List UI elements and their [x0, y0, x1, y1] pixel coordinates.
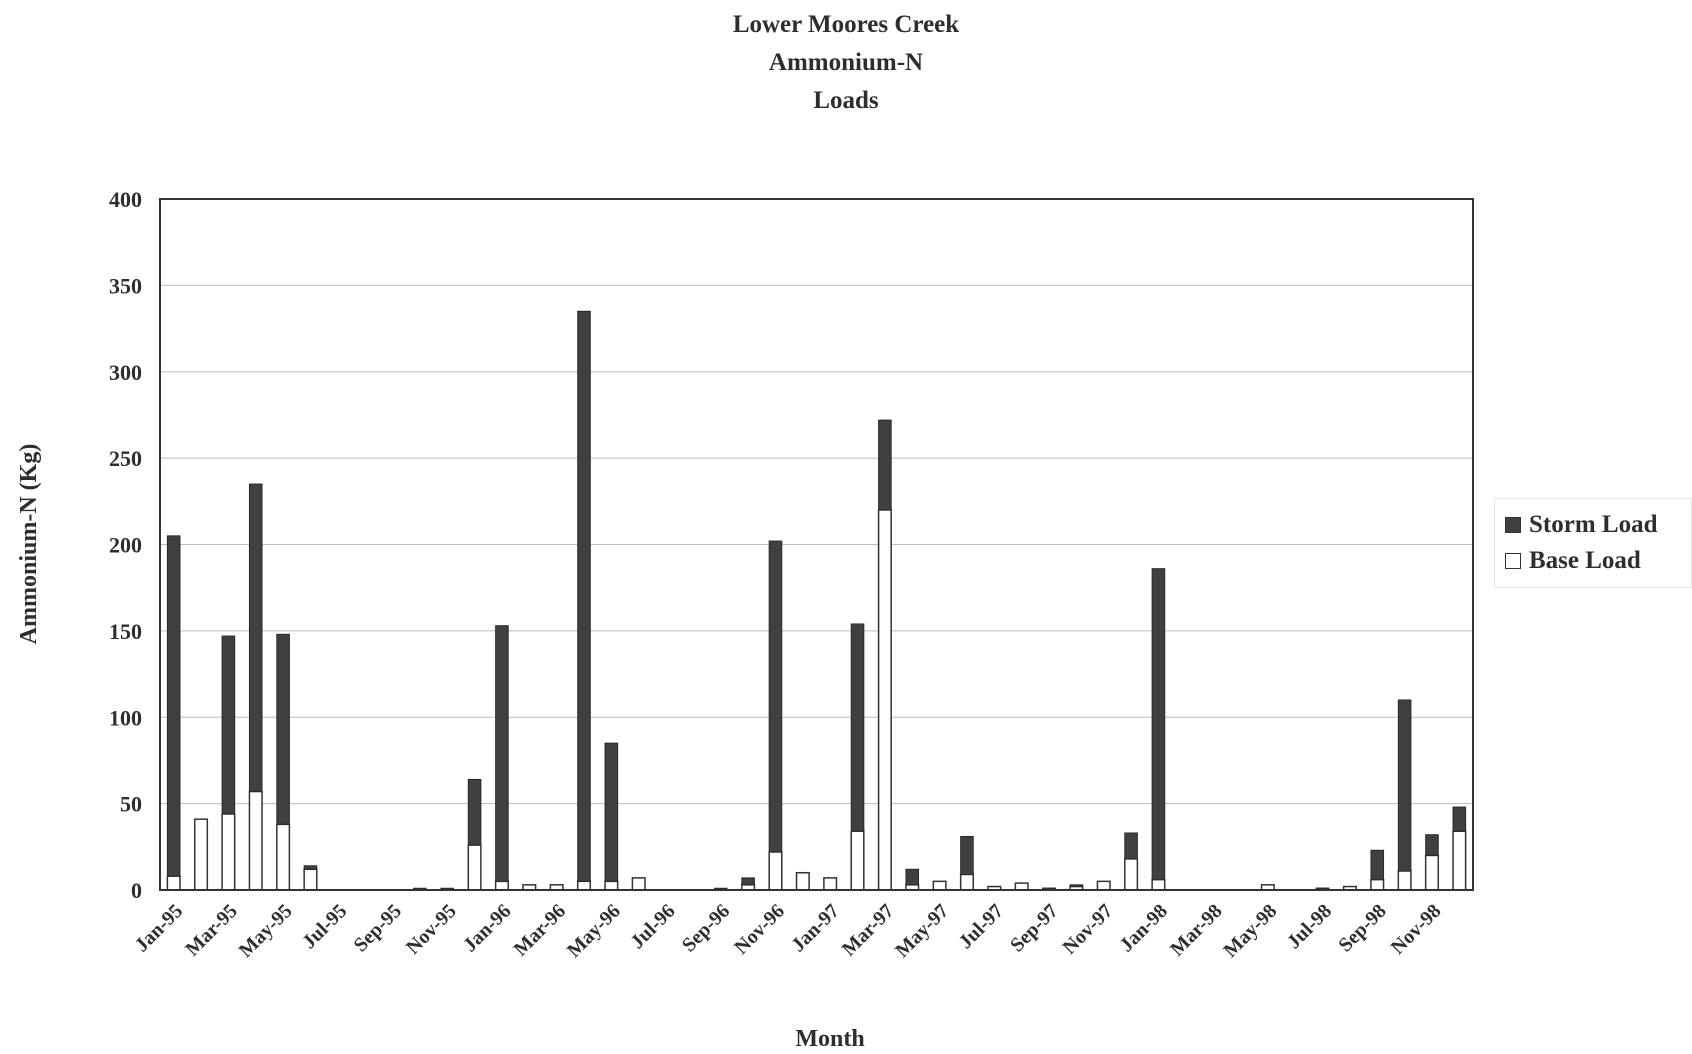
legend-label-storm-load: Storm Load: [1529, 511, 1658, 538]
x-tick-label: May-97: [891, 900, 953, 962]
bar-storm-load: [604, 742, 619, 882]
chart-title-line-3: Loads: [813, 87, 879, 114]
bar-base-load: [221, 813, 236, 891]
x-tick-label: May-96: [563, 900, 625, 962]
bar-base-load: [193, 818, 209, 891]
chart-title: Lower Moores Creek Ammonium-N Loads: [0, 6, 1692, 120]
storm-load-swatch-icon: [1505, 517, 1521, 533]
bar-storm-load: [467, 778, 482, 846]
bar-base-load: [1124, 858, 1139, 891]
x-tick-label: Nov-97: [1058, 900, 1117, 959]
bar-storm-load: [1124, 832, 1138, 860]
bar-storm-load: [1069, 884, 1084, 888]
x-tick-label: Jan-98: [1116, 900, 1172, 956]
bar-storm-load: [1425, 834, 1439, 856]
y-tick-label: 100: [109, 705, 142, 730]
bar-storm-load: [905, 868, 920, 886]
bar-base-load: [276, 823, 291, 891]
x-tick-label: Mar-97: [838, 900, 899, 961]
x-tick-label: Nov-96: [730, 900, 789, 959]
y-tick-label: 0: [131, 878, 142, 903]
x-tick-label: May-95: [235, 900, 297, 962]
x-tick-label: Jul-97: [955, 900, 1008, 953]
x-tick-label: Jul-95: [298, 900, 351, 953]
legend-item-base-load: Base Load: [1505, 546, 1641, 576]
x-tick-label: Jan-97: [787, 900, 843, 956]
y-tick-label: 150: [109, 619, 142, 644]
bar-storm-load: [495, 625, 509, 882]
x-tick-label: Sep-96: [678, 900, 734, 956]
bar-storm-load: [878, 419, 892, 511]
legend: Storm Load Base Load: [1494, 498, 1692, 588]
bar-base-load: [576, 880, 592, 891]
bar-base-load: [1370, 878, 1385, 891]
x-tick-label: Mar-96: [510, 900, 571, 961]
bar-storm-load: [850, 623, 865, 832]
bar-storm-load: [1397, 699, 1412, 872]
bar-storm-load: [276, 633, 290, 825]
bar-base-load: [1452, 830, 1467, 891]
chart-title-line-2: Ammonium-N: [768, 49, 924, 76]
bar-base-load: [631, 877, 646, 891]
y-tick-label: 350: [109, 273, 142, 298]
bar-storm-load: [960, 835, 974, 875]
x-tick-label: Sep-97: [1006, 900, 1062, 956]
base-load-swatch-icon: [1505, 553, 1521, 569]
x-tick-label: Jan-95: [131, 900, 187, 956]
bar-base-load: [1014, 882, 1029, 891]
x-tick-label: Sep-98: [1334, 900, 1390, 956]
y-tick-label: 400: [109, 187, 142, 212]
bar-base-load: [768, 851, 783, 891]
bar-base-load: [166, 875, 181, 891]
x-tick-label: Mar-98: [1166, 900, 1227, 961]
bar-storm-load: [248, 483, 263, 793]
x-axis-title: Month: [795, 1026, 864, 1052]
x-tick-label: May-98: [1219, 900, 1281, 962]
legend-item-storm-load: Storm Load: [1505, 510, 1657, 540]
y-tick-label: 250: [109, 446, 142, 471]
bar-storm-load: [577, 310, 591, 882]
bar-base-load: [877, 509, 892, 891]
bar-base-load: [467, 844, 482, 891]
bar-storm-load: [166, 535, 181, 877]
bar-storm-load: [221, 635, 236, 815]
bar-base-load: [1397, 870, 1412, 891]
bar-storm-load: [303, 865, 318, 870]
bar-storm-load: [768, 540, 783, 853]
bar-base-load: [1424, 854, 1440, 891]
x-tick-label: Nov-95: [402, 900, 461, 959]
x-tick-label: Jan-96: [459, 900, 515, 956]
bar-storm-load: [741, 877, 755, 886]
bar-base-load: [959, 873, 974, 891]
bar-base-load: [795, 871, 810, 891]
y-tick-label: 50: [120, 792, 142, 817]
bar-base-load: [1096, 880, 1111, 891]
y-tick-label: 300: [109, 360, 142, 385]
x-tick-label: Sep-95: [350, 900, 406, 956]
bar-base-load: [494, 880, 509, 891]
bar-base-load: [850, 830, 865, 891]
plot-area: [159, 198, 1474, 891]
y-tick-label: 200: [109, 533, 142, 558]
bar-storm-load: [1370, 849, 1385, 881]
bar-base-load: [932, 880, 947, 891]
bar-base-load: [1151, 878, 1166, 891]
legend-label-base-load: Base Load: [1529, 547, 1641, 574]
x-tick-label: Nov-98: [1387, 900, 1446, 959]
x-tick-label: Jul-98: [1283, 900, 1336, 953]
bar-base-load: [303, 868, 318, 891]
chart-title-line-1: Lower Moores Creek: [732, 11, 960, 38]
y-axis-title: Ammonium-N (Kg): [16, 444, 42, 645]
bar-storm-load: [1151, 568, 1166, 881]
y-axis-ticks: 0 50 100 150 200 250 300 350 400: [109, 187, 142, 903]
x-tick-label: Mar-95: [181, 900, 242, 961]
bar-base-load: [604, 880, 619, 891]
x-tick-label: Jul-96: [626, 900, 679, 953]
bar-base-load: [823, 877, 838, 891]
bar-base-load: [248, 790, 263, 891]
gridlines: [160, 284, 1473, 805]
bar-storm-load: [1452, 806, 1467, 832]
